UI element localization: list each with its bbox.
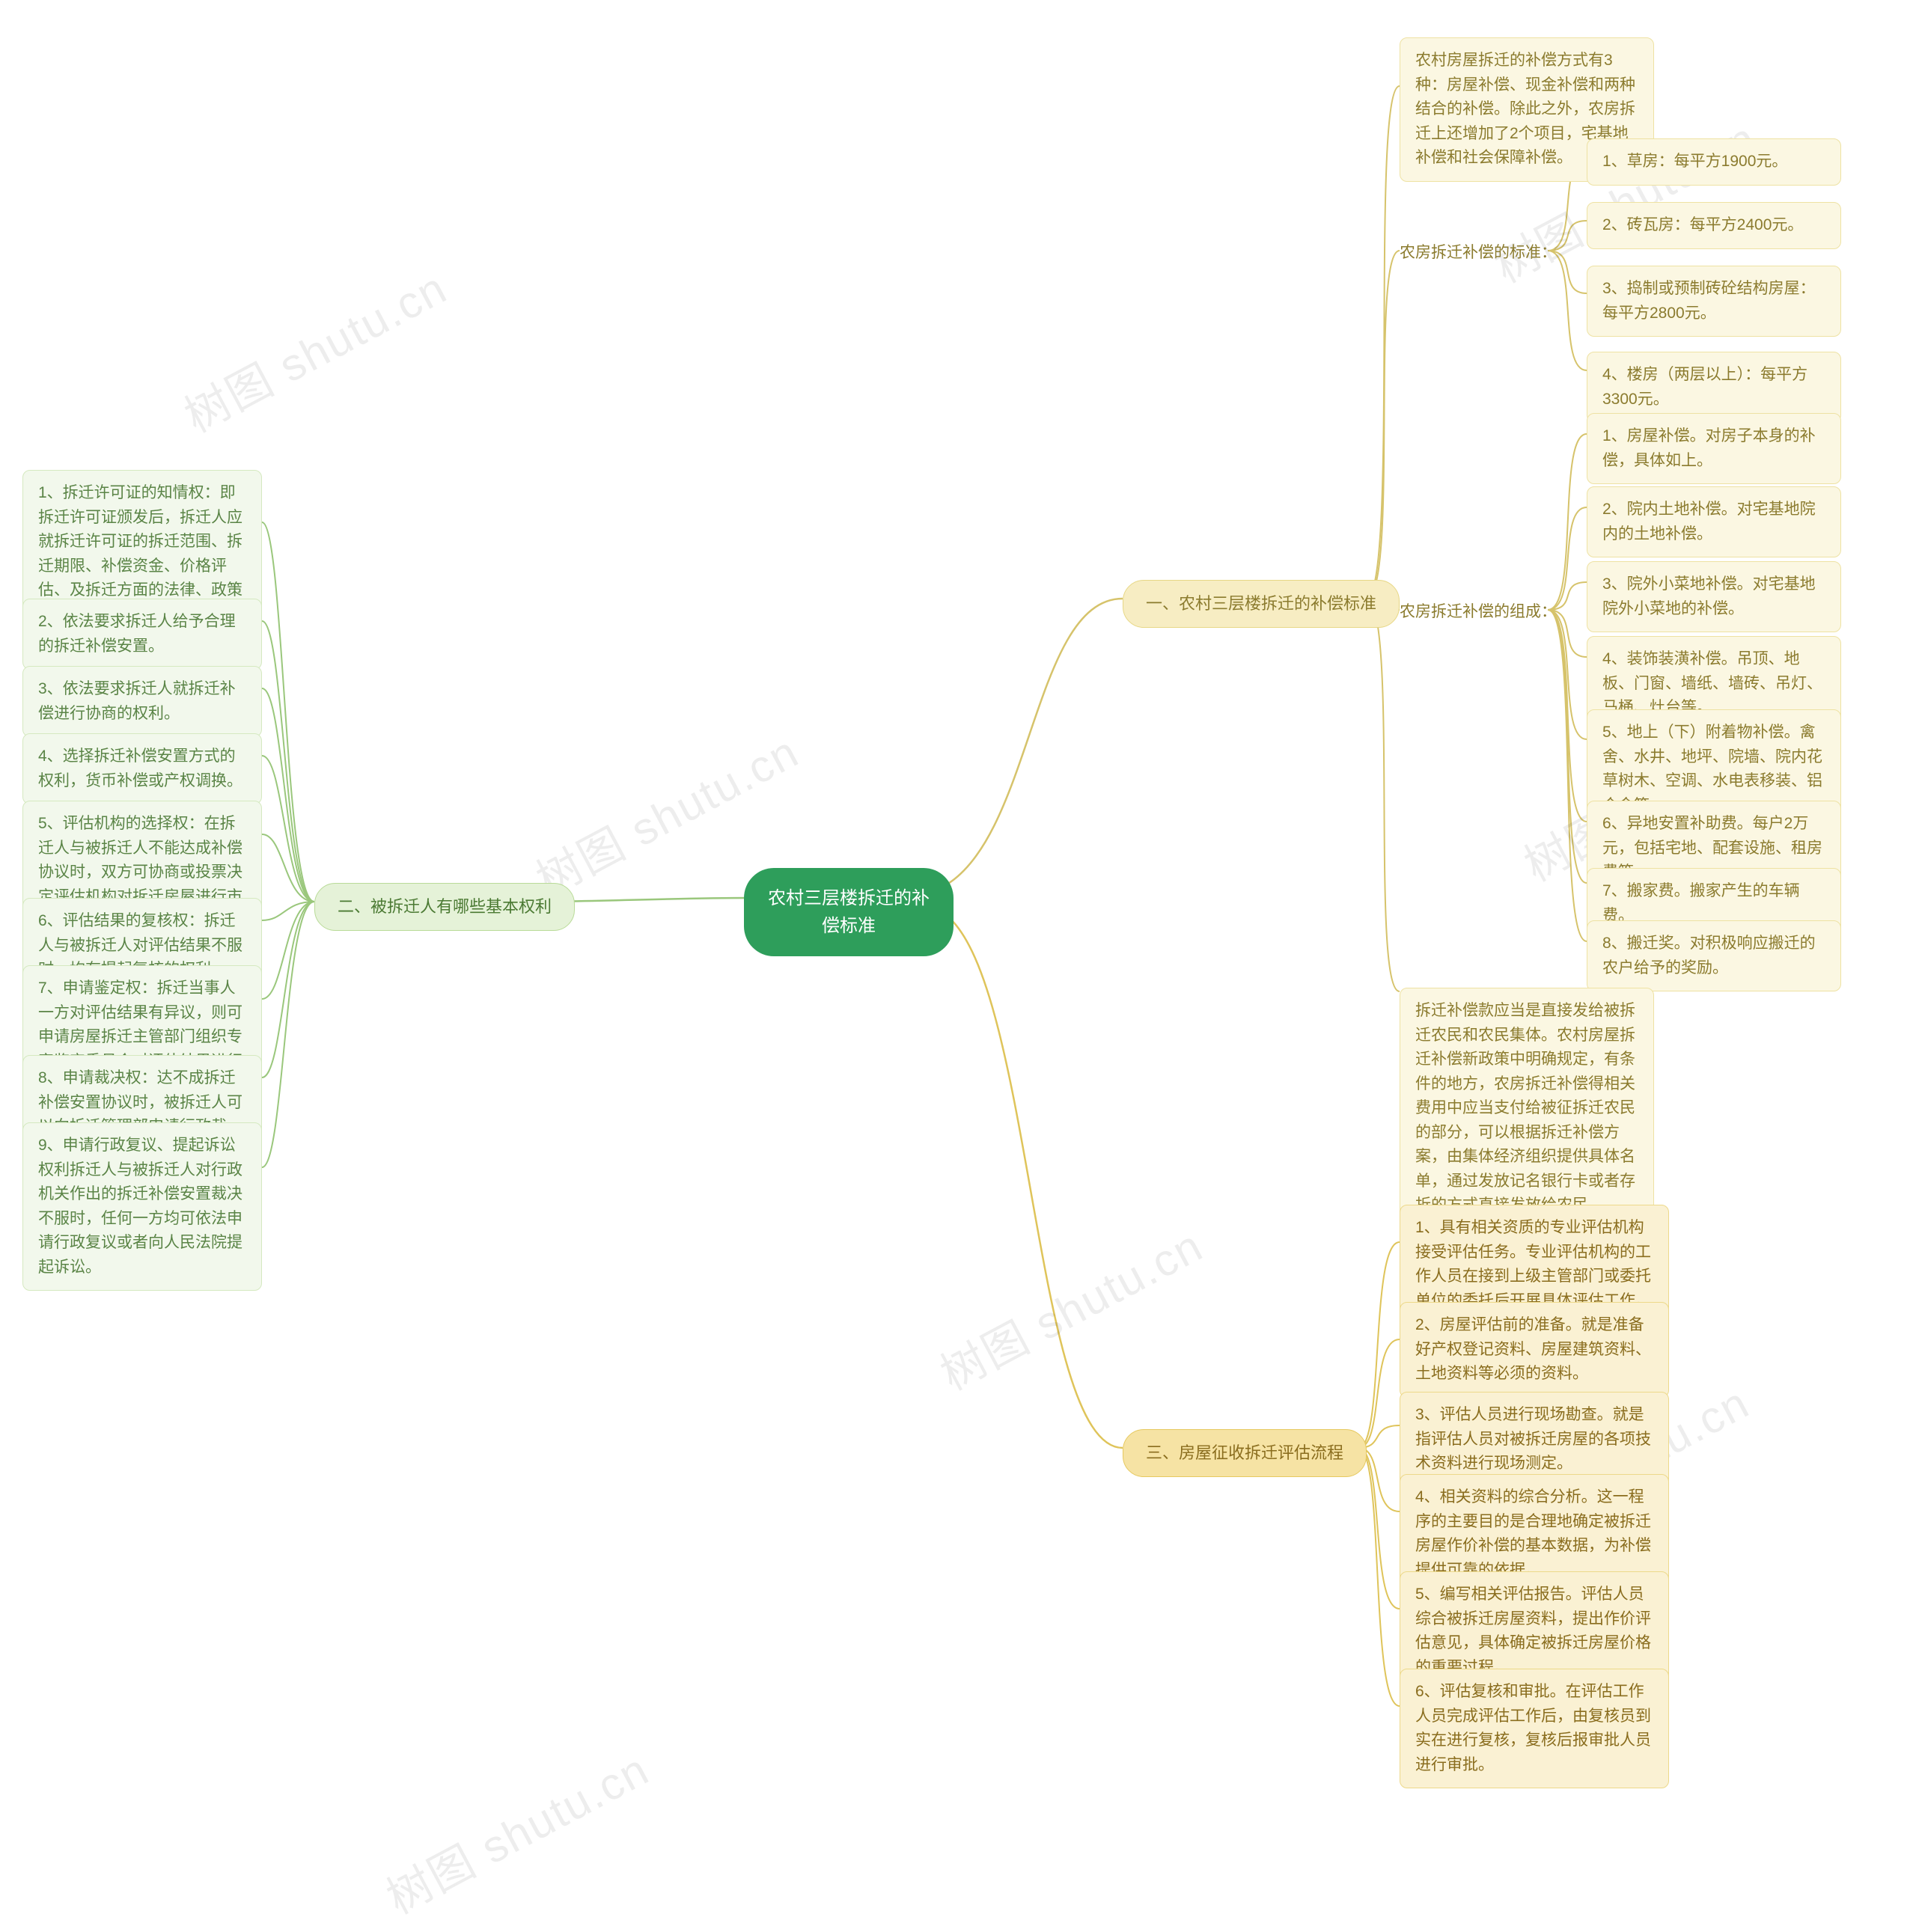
branch-1-std-leaf[interactable]: 3、捣制或预制砖砼结构房屋：每平方2800元。 — [1587, 266, 1841, 337]
branch-1[interactable]: 一、农村三层楼拆迁的补偿标准 — [1123, 580, 1400, 628]
branch-1-std-leaf[interactable]: 2、砖瓦房：每平方2400元。 — [1587, 202, 1841, 249]
center-node[interactable]: 农村三层楼拆迁的补偿标准 — [744, 868, 954, 956]
branch-1-note[interactable]: 拆迁补偿款应当是直接发给被拆迁农民和农民集体。农村房屋拆迁补偿新政策中明确规定，… — [1400, 988, 1654, 1229]
branch-2-leaf[interactable]: 9、申请行政复议、提起诉讼权利拆迁人与被拆迁人对行政机关作出的拆迁补偿安置裁决不… — [22, 1122, 262, 1291]
mindmap-canvas: 树图 shutu.cn 树图 shutu.cn 树图 shutu.cn 树图 s… — [0, 0, 1916, 1900]
branch-3-leaf[interactable]: 2、房屋评估前的准备。就是准备好产权登记资料、房屋建筑资料、土地资料等必须的资料… — [1400, 1302, 1669, 1398]
branch-3-leaf[interactable]: 6、评估复核和审批。在评估工作人员完成评估工作后，由复核员到实在进行复核，复核后… — [1400, 1669, 1669, 1788]
branch-2-leaf[interactable]: 4、选择拆迁补偿安置方式的权利，货币补偿或产权调换。 — [22, 733, 262, 804]
branch-1-std-leaf[interactable]: 1、草房：每平方1900元。 — [1587, 138, 1841, 186]
branch-1-std-leaf[interactable]: 4、楼房（两层以上）：每平方3300元。 — [1587, 352, 1841, 423]
branch-3[interactable]: 三、房屋征收拆迁评估流程 — [1123, 1429, 1367, 1477]
branch-3-leaf[interactable]: 3、评估人员进行现场勘查。就是指评估人员对被拆迁房屋的各项技术资料进行现场测定。 — [1400, 1392, 1669, 1488]
branch-1-comp-leaf[interactable]: 3、院外小菜地补偿。对宅基地院外小菜地的补偿。 — [1587, 561, 1841, 632]
branch-2-leaf[interactable]: 2、依法要求拆迁人给予合理的拆迁补偿安置。 — [22, 599, 262, 670]
watermark: 树图 shutu.cn — [172, 254, 460, 450]
branch-1-comp-label: 农房拆迁补偿的组成： — [1400, 600, 1557, 625]
branch-1-comp-leaf[interactable]: 2、院内土地补偿。对宅基地院内的土地补偿。 — [1587, 486, 1841, 557]
branch-2-leaf[interactable]: 3、依法要求拆迁人就拆迁补偿进行协商的权利。 — [22, 666, 262, 737]
branch-2[interactable]: 二、被拆迁人有哪些基本权利 — [314, 883, 575, 931]
branch-1-comp-leaf[interactable]: 8、搬迁奖。对积极响应搬迁的农户给予的奖励。 — [1587, 920, 1841, 991]
branch-1-std-label: 农房拆迁补偿的标准： — [1400, 241, 1557, 266]
watermark: 树图 shutu.cn — [928, 1211, 1215, 1408]
watermark: 树图 shutu.cn — [374, 1735, 662, 1932]
branch-1-comp-leaf[interactable]: 1、房屋补偿。对房子本身的补偿，具体如上。 — [1587, 413, 1841, 484]
